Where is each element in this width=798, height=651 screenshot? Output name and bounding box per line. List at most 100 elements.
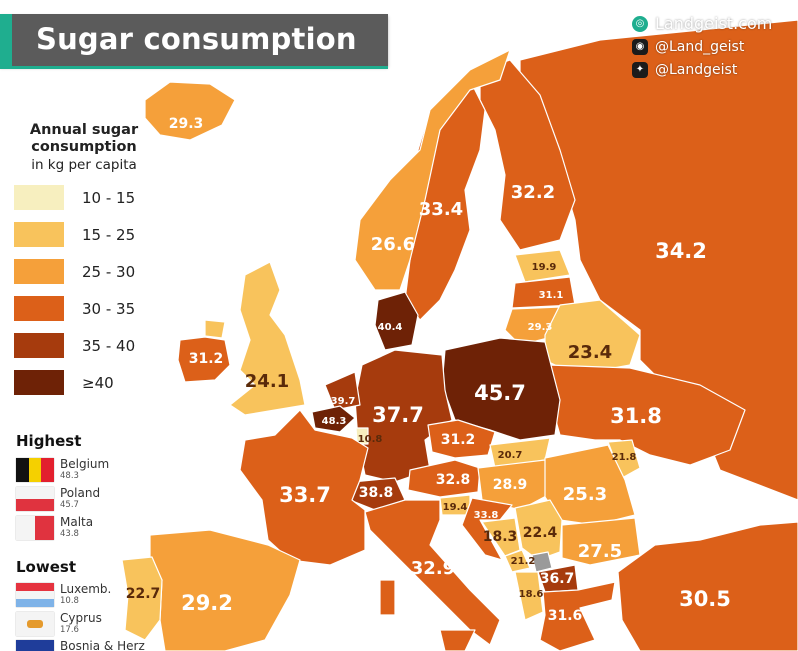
label-sweden: 33.4 [419, 199, 463, 220]
brand-twitter-row[interactable]: ✦ @Landgeist [632, 58, 798, 81]
label-finland: 32.2 [511, 182, 555, 203]
country-estonia [514, 249, 571, 283]
brand-twitter[interactable]: @Landgeist [655, 61, 738, 78]
label-belarus: 23.4 [568, 342, 612, 363]
rank-value: 45.7 [60, 500, 79, 510]
legend-swatch [14, 296, 64, 321]
rank-value: 48.3 [60, 471, 79, 481]
legend-label: 10 - 15 [82, 188, 136, 207]
poland-flag-icon [16, 487, 54, 511]
legend-label: 35 - 40 [82, 336, 136, 355]
country-france [239, 409, 369, 566]
luxembourg-flag-icon [16, 583, 54, 607]
twitter-icon: ✦ [632, 61, 648, 78]
country-albania [514, 571, 544, 621]
label-slovakia: 20.7 [498, 450, 523, 461]
legend-swatch [14, 370, 64, 395]
label-montenegro: 21.2 [511, 556, 536, 567]
brand-instagram[interactable]: @Land_geist [655, 38, 745, 55]
label-iceland: 29.3 [169, 116, 204, 132]
legend-item: 35 - 40 [14, 333, 164, 358]
country-bulgaria [561, 517, 641, 566]
label-estonia: 19.9 [532, 262, 557, 273]
label-norway: 26.6 [371, 234, 415, 255]
island-sicily [439, 629, 476, 651]
label-poland: 45.7 [474, 381, 526, 405]
country-austria [407, 459, 481, 498]
legend-item: 10 - 15 [14, 185, 164, 210]
bosnia-flag-icon [16, 640, 54, 651]
title-underline [0, 66, 388, 69]
brand-block: ◎ Landgeist.com ◉ @Land_geist ✦ @Landgei… [632, 12, 798, 81]
country-kosovo [531, 551, 553, 573]
label-moldova: 21.8 [612, 452, 637, 463]
brand-instagram-row[interactable]: ◉ @Land_geist [632, 35, 798, 58]
lowest-item-cyprus: Cyprus 17.6 [16, 612, 102, 636]
label-russia: 34.2 [655, 239, 707, 263]
legend: Annual sugar consumption in kg per capit… [14, 122, 164, 395]
label-czechia: 31.2 [441, 432, 476, 448]
highest-item-malta: Malta 43.8 [16, 516, 93, 540]
country-belgium [311, 405, 356, 433]
label-luxembourg: 10.8 [358, 434, 383, 445]
legend-item: 15 - 25 [14, 222, 164, 247]
label-switzerland: 38.8 [359, 485, 394, 501]
globe-icon: ◎ [632, 15, 648, 32]
legend-label: 15 - 25 [82, 225, 136, 244]
label-croatia: 33.8 [474, 510, 499, 521]
country-turkey [617, 521, 798, 651]
country-luxembourg [355, 427, 369, 445]
country-italy [364, 499, 501, 646]
legend-title: Annual sugar consumption [29, 122, 139, 155]
label-italy: 32.9 [411, 558, 455, 579]
label-turkey: 30.5 [679, 587, 731, 611]
brand-site-row[interactable]: ◎ Landgeist.com [632, 12, 798, 35]
instagram-icon: ◉ [632, 38, 648, 55]
rank-name: Belgium [60, 457, 110, 471]
rank-name: Cyprus [60, 611, 102, 625]
label-serbia: 22.4 [523, 525, 558, 541]
label-north-macedonia: 36.7 [540, 571, 575, 587]
highest-item-belgium: Belgium 48.3 [16, 458, 109, 482]
country-croatia [461, 497, 513, 561]
legend-label: 25 - 30 [82, 262, 136, 281]
legend-item: 25 - 30 [14, 259, 164, 284]
label-belgium: 48.3 [322, 416, 347, 427]
legend-label: 30 - 35 [82, 299, 136, 318]
rank-name: Poland [60, 486, 101, 500]
label-france: 33.7 [279, 483, 331, 507]
legend-swatch [14, 222, 64, 247]
legend-item: ≥40 [14, 370, 164, 395]
country-portugal [121, 556, 163, 641]
country-uk-ni [204, 319, 226, 339]
label-albania: 18.6 [519, 589, 544, 600]
legend-swatch [14, 259, 64, 284]
label-latvia: 31.1 [539, 290, 564, 301]
country-netherlands [324, 371, 361, 411]
rank-name: Bosnia & Herz [60, 639, 145, 651]
label-bosnia: 18.3 [483, 529, 518, 545]
label-denmark: 40.4 [378, 322, 403, 333]
lowest-item-luxembourg: Luxemb. 10.8 [16, 583, 111, 607]
title-bar [0, 14, 388, 66]
country-bosnia [481, 517, 521, 557]
country-montenegro [504, 549, 531, 573]
label-netherlands: 39.7 [331, 396, 356, 407]
label-bulgaria: 27.5 [578, 541, 622, 562]
page-title: Sugar consumption [36, 22, 357, 56]
country-denmark [374, 291, 419, 351]
country-ukraine [547, 364, 746, 466]
country-serbia [514, 499, 563, 561]
rank-value: 17.6 [60, 625, 79, 635]
brand-site[interactable]: Landgeist.com [655, 14, 773, 33]
island-sardinia [379, 579, 396, 616]
country-uk [229, 261, 306, 416]
country-finland [479, 59, 576, 251]
country-hungary [477, 459, 549, 511]
country-czechia [427, 419, 496, 459]
title-accent [0, 14, 12, 66]
legend-item: 30 - 35 [14, 296, 164, 321]
highest-heading: Highest [16, 432, 82, 450]
